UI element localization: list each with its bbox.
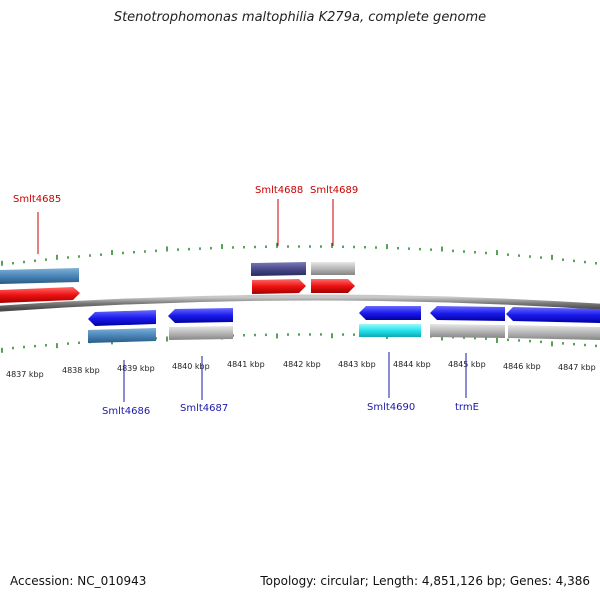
gene-feature[interactable] [88, 328, 156, 343]
kbp-label: 4841 kbp [227, 360, 265, 369]
gene-label-smlt4685[interactable]: Smlt4685 [13, 194, 61, 205]
kbp-scale: 4837 kbp 4838 kbp 4839 kbp 4840 kbp 4841… [6, 360, 596, 379]
gene-feature[interactable] [251, 262, 306, 276]
gene-feature[interactable] [169, 326, 233, 340]
kbp-label: 4840 kbp [172, 362, 210, 371]
map-title: Stenotrophomonas maltophilia K279a, comp… [113, 10, 487, 25]
kbp-label: 4839 kbp [117, 364, 155, 373]
gene-label-smlt4687[interactable]: Smlt4687 [180, 403, 228, 414]
kbp-label: 4844 kbp [393, 360, 431, 369]
gene-labels: Smlt4685 Smlt4688 Smlt4689 Smlt4686 Smlt… [13, 185, 479, 417]
cds-arrow[interactable] [0, 287, 80, 303]
cds-arrow[interactable] [430, 306, 505, 321]
kbp-label: 4838 kbp [62, 366, 100, 375]
cds-arrow[interactable] [506, 307, 600, 323]
gene-label-trme[interactable]: trmE [455, 402, 479, 413]
kbp-label: 4837 kbp [6, 370, 44, 379]
cds-arrow[interactable] [252, 279, 306, 294]
cds-arrow[interactable] [311, 279, 355, 293]
kbp-label: 4845 kbp [448, 360, 486, 369]
gene-label-smlt4688[interactable]: Smlt4688 [255, 185, 303, 196]
gene-label-smlt4689[interactable]: Smlt4689 [310, 185, 358, 196]
gene-label-smlt4690[interactable]: Smlt4690 [367, 402, 415, 413]
reverse-features [88, 306, 600, 343]
kbp-label: 4843 kbp [338, 360, 376, 369]
accession-text: Accession: NC_010943 [10, 574, 147, 588]
gene-feature[interactable] [508, 325, 600, 340]
gene-feature[interactable] [430, 324, 505, 338]
outer-tick-ring [1, 242, 597, 266]
kbp-label: 4846 kbp [503, 362, 541, 371]
gene-feature[interactable] [0, 268, 79, 284]
kbp-label: 4842 kbp [283, 360, 321, 369]
kbp-label: 4847 kbp [558, 363, 596, 372]
gene-feature[interactable] [359, 324, 421, 337]
gene-feature[interactable] [311, 262, 355, 275]
cds-arrow[interactable] [88, 310, 156, 326]
genome-backbone [0, 294, 600, 312]
genome-summary-text: Topology: circular; Length: 4,851,126 bp… [260, 574, 590, 588]
cds-arrow[interactable] [168, 308, 233, 323]
cds-arrow[interactable] [359, 306, 421, 320]
label-leaders [37, 199, 467, 402]
gene-label-smlt4686[interactable]: Smlt4686 [102, 406, 150, 417]
forward-features [0, 262, 355, 303]
